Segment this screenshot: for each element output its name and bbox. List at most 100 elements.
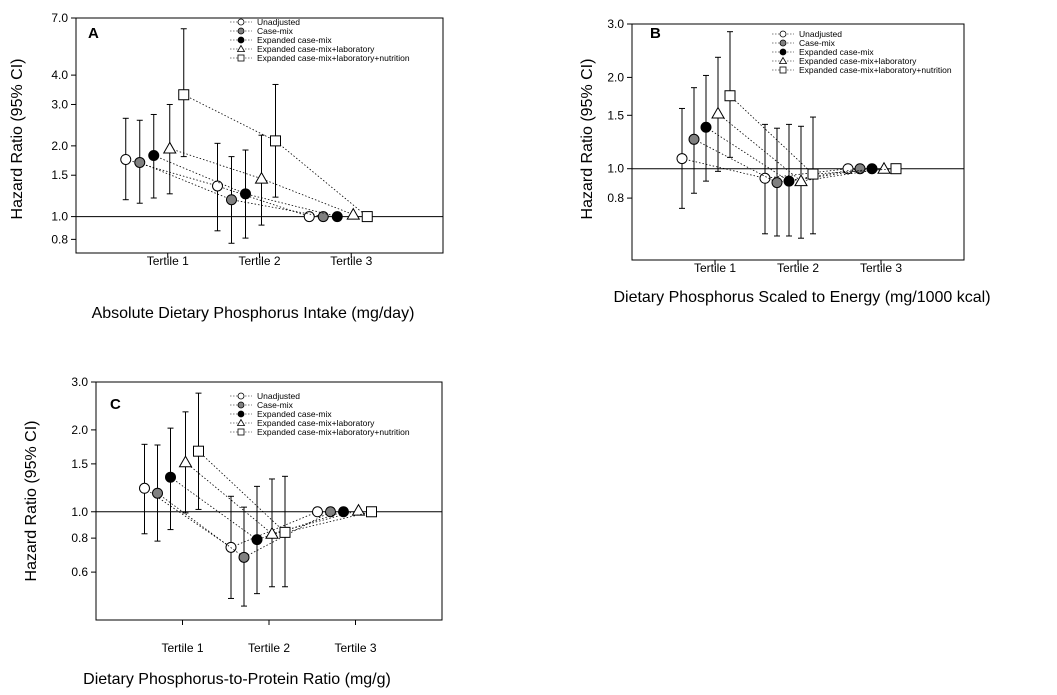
- data-point-marker: [854, 163, 866, 175]
- x-tick-label: Tertile 1: [161, 641, 203, 655]
- legend-label: Expanded case-mix+laboratory: [799, 56, 917, 66]
- series-connector-line: [169, 148, 354, 215]
- data-point-marker: [866, 163, 878, 175]
- legend-label: Case-mix: [799, 38, 836, 48]
- legend-marker: [237, 18, 245, 26]
- data-point-marker: [711, 106, 725, 119]
- legend-label: Expanded case-mix+laboratory+nutrition: [257, 53, 410, 63]
- data-point-marker: [193, 445, 204, 457]
- chart-panel-b: 0.8 1.0 1.5 2.0 3.0 Tertile 1 Tertile 2 Tertile…: [579, 17, 991, 306]
- data-point-marker: [254, 171, 269, 184]
- legend-marker: [237, 54, 245, 62]
- data-point-marker: [212, 180, 223, 192]
- data-point-marker: [162, 141, 177, 154]
- data-point-marker: [139, 482, 150, 494]
- legend-label: Unadjusted: [799, 29, 842, 39]
- data-point-marker: [877, 161, 891, 174]
- data-point-marker: [759, 172, 771, 184]
- data-point-marker: [270, 135, 281, 147]
- y-tick-label: 0.6: [71, 565, 88, 579]
- data-point-marker: [331, 211, 343, 223]
- data-point-marker: [240, 188, 251, 200]
- x-tick-label: Tertile 3: [860, 261, 902, 275]
- y-tick-label: 7.0: [51, 11, 68, 25]
- legend-marker: [237, 392, 245, 400]
- x-axis-label: Absolute Dietary Phosphorus Intake (mg/d…: [92, 305, 415, 322]
- x-tick-label: Tertile 1: [694, 261, 736, 275]
- data-point-marker: [265, 526, 279, 539]
- y-tick-label: 1.0: [71, 505, 88, 519]
- data-point-marker: [325, 506, 336, 518]
- legend-marker: [778, 56, 788, 64]
- legend-marker: [779, 66, 787, 74]
- x-tick-label: Tertile 2: [238, 254, 280, 268]
- y-tick-label: 2.0: [71, 423, 88, 437]
- y-axis-label: Hazard Ratio (95% CI): [23, 421, 40, 582]
- legend-marker: [237, 36, 245, 44]
- data-point-marker: [783, 175, 795, 187]
- x-tick-label: Tertile 3: [334, 641, 376, 655]
- y-tick-label: 1.0: [51, 210, 68, 224]
- data-point-marker: [700, 121, 712, 133]
- legend-marker: [237, 27, 245, 35]
- series-connector-line: [170, 476, 344, 541]
- data-point-marker: [312, 506, 323, 518]
- data-point-marker: [361, 211, 373, 223]
- series-connector-line: [717, 113, 885, 182]
- data-point-marker: [890, 163, 902, 175]
- legend-label: Case-mix: [257, 400, 294, 410]
- y-tick-label: 1.5: [71, 457, 88, 471]
- data-point-marker: [152, 487, 163, 499]
- y-tick-label: 1.0: [607, 162, 624, 176]
- legend-label: Unadjusted: [257, 391, 300, 401]
- data-point-marker: [688, 133, 700, 145]
- data-point-marker: [676, 153, 688, 165]
- chart-panel-c: 0.6 0.8 1.0 1.5 2.0 3.0 Tertile 1 Tertile 2 Tert…: [23, 375, 443, 688]
- data-point-marker: [351, 503, 366, 516]
- data-point-marker: [178, 89, 190, 101]
- x-tick-label: Tertile 2: [777, 261, 819, 275]
- y-tick-label: 0.8: [51, 232, 68, 246]
- legend-marker: [237, 410, 245, 418]
- y-axis-label: Hazard Ratio (95% CI): [9, 59, 26, 220]
- legend-label: Case-mix: [257, 26, 294, 36]
- data-point-marker: [771, 177, 783, 189]
- y-tick-label: 2.0: [607, 70, 624, 84]
- legend-label: Expanded case-mix: [257, 409, 332, 419]
- legend-marker: [779, 30, 787, 38]
- legend-marker: [236, 418, 246, 426]
- data-point-marker: [303, 211, 315, 223]
- data-point-marker: [794, 174, 808, 187]
- legend-marker: [236, 44, 246, 52]
- y-tick-label: 0.8: [607, 191, 624, 205]
- data-point-marker: [366, 506, 377, 518]
- legend-marker: [779, 39, 787, 47]
- legend-label: Expanded case-mix: [799, 47, 874, 57]
- data-point-marker: [251, 534, 263, 546]
- chart-panel-a: 0.8 1.0 1.5 2.0 3.0 4.0 7.0 Tertile 1 Tertile 2 T…: [9, 11, 444, 322]
- legend-label: Expanded case-mix+laboratory: [257, 418, 375, 428]
- legend-marker: [237, 401, 245, 409]
- y-tick-label: 0.8: [71, 531, 88, 545]
- x-axis-label: Dietary Phosphorus-to-Protein Ratio (mg/…: [83, 671, 391, 688]
- legend-label: Unadjusted: [257, 17, 300, 27]
- data-point-marker: [346, 207, 361, 220]
- panel-label: C: [110, 396, 121, 413]
- data-point-marker: [724, 90, 736, 102]
- legend-marker: [237, 428, 245, 436]
- data-point-marker: [226, 194, 237, 206]
- data-point-marker: [148, 149, 160, 161]
- data-point-marker: [807, 168, 819, 180]
- data-point-marker: [120, 153, 132, 165]
- y-tick-label: 3.0: [51, 97, 68, 111]
- panel-label: B: [650, 25, 661, 42]
- y-tick-label: 1.5: [51, 168, 68, 182]
- data-point-marker: [165, 471, 176, 483]
- y-tick-label: 2.0: [51, 139, 68, 153]
- legend-marker: [779, 48, 787, 56]
- data-point-marker: [238, 551, 250, 563]
- y-tick-label: 1.5: [607, 108, 624, 122]
- x-tick-label: Tertile 1: [147, 254, 189, 268]
- data-point-marker: [279, 526, 291, 538]
